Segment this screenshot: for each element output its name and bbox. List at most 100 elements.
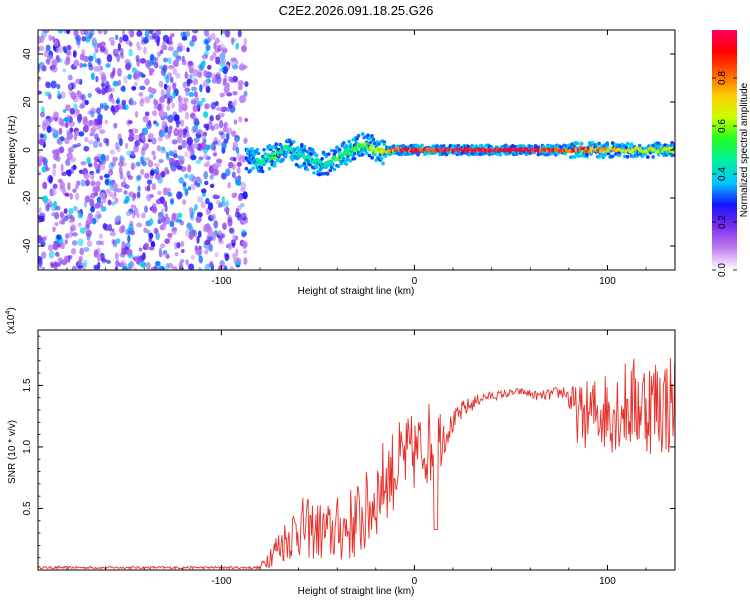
spectrogram-noise-cell	[185, 89, 190, 97]
spectrogram-x-label: Height of straight line (km)	[298, 286, 415, 297]
spectrogram-noise-cell	[50, 263, 54, 269]
spectrogram-signal-cell	[589, 146, 593, 151]
spectrogram-noise-cell	[231, 130, 237, 137]
spectrogram-noise-cell	[77, 213, 83, 219]
spectrogram-noise-cell	[218, 265, 222, 270]
spectrogram-noise-cell	[65, 169, 72, 175]
spectrogram-noise-cell	[230, 77, 235, 84]
spectrogram-signal-cell	[610, 154, 615, 159]
colorbar: 0.0 0.2 0.4 0.6 0.8 Normalized spectral ampl…	[712, 30, 750, 277]
spectrogram-noise-cell	[137, 185, 141, 192]
spectrogram-noise-cell	[236, 161, 242, 167]
spectrogram-noise-cell	[127, 120, 133, 125]
spectrogram-noise-cell	[196, 248, 203, 255]
spectrogram-signal-cell	[270, 156, 274, 161]
spectrogram-noise-cell	[207, 236, 214, 242]
spectrogram-noise-cell	[67, 74, 73, 81]
spectrogram-noise-cell	[226, 107, 230, 112]
spectrogram-noise-cell	[176, 55, 182, 60]
spectrogram-noise-cell	[235, 146, 240, 154]
spectrogram-noise-cell	[205, 85, 211, 94]
spectrogram-noise-cell	[39, 138, 45, 146]
spectrogram-noise-cell	[55, 205, 61, 211]
spectrogram-noise-cell	[88, 64, 94, 71]
spectrogram-noise-cell	[85, 229, 92, 237]
spectrogram-signal-cell	[337, 147, 342, 152]
spectrogram-noise-cell	[83, 55, 89, 63]
spectrogram-noise-cell	[71, 240, 78, 246]
spectrogram-noise-cell	[88, 163, 93, 168]
spectrogram-noise-cell	[123, 75, 128, 84]
spectrogram-noise-cell	[186, 78, 193, 84]
spectrogram-noise-cell	[235, 248, 239, 257]
spectrogram-noise-cell	[210, 32, 216, 40]
spectrogram-noise-cell	[158, 251, 163, 258]
spectrogram-noise-cell	[122, 34, 129, 42]
spectrogram-noise-cell	[159, 243, 166, 249]
spectrogram-noise-cell	[172, 92, 176, 99]
spectrogram-noise-cell	[210, 213, 217, 220]
spectrogram-noise-cell	[124, 142, 129, 150]
spectrogram-signal-cell	[381, 161, 385, 166]
spectrogram-noise-cell	[157, 136, 163, 142]
spectrogram-signal-cell	[356, 133, 361, 138]
spectrogram-noise-cell	[94, 161, 98, 170]
spectrogram-noise-cell	[174, 127, 179, 135]
spectrogram-noise-cell	[160, 208, 165, 215]
spectrogram-noise-cell	[71, 265, 77, 270]
spectrogram-noise-cell	[118, 225, 125, 234]
spectrogram-noise-cell	[59, 181, 66, 190]
spectrogram-noise-cell	[211, 77, 217, 84]
spectrogram-signal-cell	[575, 141, 580, 146]
spectrogram-noise-cell	[177, 129, 183, 138]
spectrogram-noise-cell	[212, 144, 217, 151]
spectrogram-signal-cell	[397, 152, 401, 157]
spectrogram-noise-cell	[231, 192, 237, 199]
spectrogram-signal-cell	[547, 152, 551, 156]
spectrogram-signal-cell	[344, 144, 349, 148]
spectrogram-noise-cell	[91, 37, 97, 45]
spectrogram-signal-cell	[336, 157, 341, 162]
spectrogram-noise-cell	[237, 30, 242, 38]
spectrogram-noise-cell	[222, 222, 227, 230]
spectrogram-noise-cell	[164, 238, 170, 244]
spectrogram-noise-cell	[116, 67, 123, 75]
spectrogram-noise-cell	[111, 228, 115, 233]
spectrogram-noise-cell	[203, 162, 210, 168]
spectrogram-noise-cell	[177, 145, 183, 150]
spectrogram-noise-cell	[130, 163, 135, 171]
spectrogram-signal-cell	[328, 168, 333, 173]
spectrogram-noise-cell	[111, 194, 116, 200]
spectrogram-noise-cell	[147, 119, 152, 127]
spectrogram-noise-cell	[84, 100, 89, 106]
spectrogram-signal-cell	[248, 168, 253, 173]
spectrogram-noise-cell	[201, 192, 206, 197]
spectrogram-noise-cell	[204, 103, 209, 110]
spectrogram-noise-cell	[86, 30, 91, 36]
snr-plot-area	[38, 330, 675, 570]
spectrogram-noise-cell	[173, 241, 178, 250]
spectrogram-noise-cell	[162, 57, 169, 63]
spectrogram-signal-cell	[648, 150, 653, 155]
spectrogram-noise-cell	[218, 67, 225, 72]
spectrogram-signal-cell	[285, 150, 289, 155]
spectrogram-noise-cell	[136, 191, 141, 199]
spectrogram-noise-cell	[61, 171, 67, 177]
spectrogram-noise-cell	[100, 206, 107, 212]
spectrogram-noise-cell	[196, 196, 204, 203]
spectrogram-noise-cell	[180, 240, 185, 247]
spectrogram-noise-cell	[229, 105, 236, 113]
spectrogram-noise-cell	[221, 172, 227, 180]
spectrogram-noise-cell	[141, 135, 146, 141]
spectrogram-noise-cell	[194, 245, 199, 251]
spectrogram-noise-cell	[243, 138, 248, 145]
spectrogram-noise-cell	[153, 61, 159, 69]
spectrogram-noise-cell	[171, 226, 178, 232]
spectrogram-noise-cell	[180, 119, 185, 127]
spectrogram-signal-cell	[448, 144, 453, 148]
spectrogram-noise-cell	[221, 48, 228, 54]
spectrogram-noise-cell	[133, 134, 140, 141]
spectrogram-noise-cell	[169, 125, 173, 134]
spectrogram-noise-cell	[226, 127, 233, 135]
spectrogram-noise-cell	[38, 215, 45, 222]
